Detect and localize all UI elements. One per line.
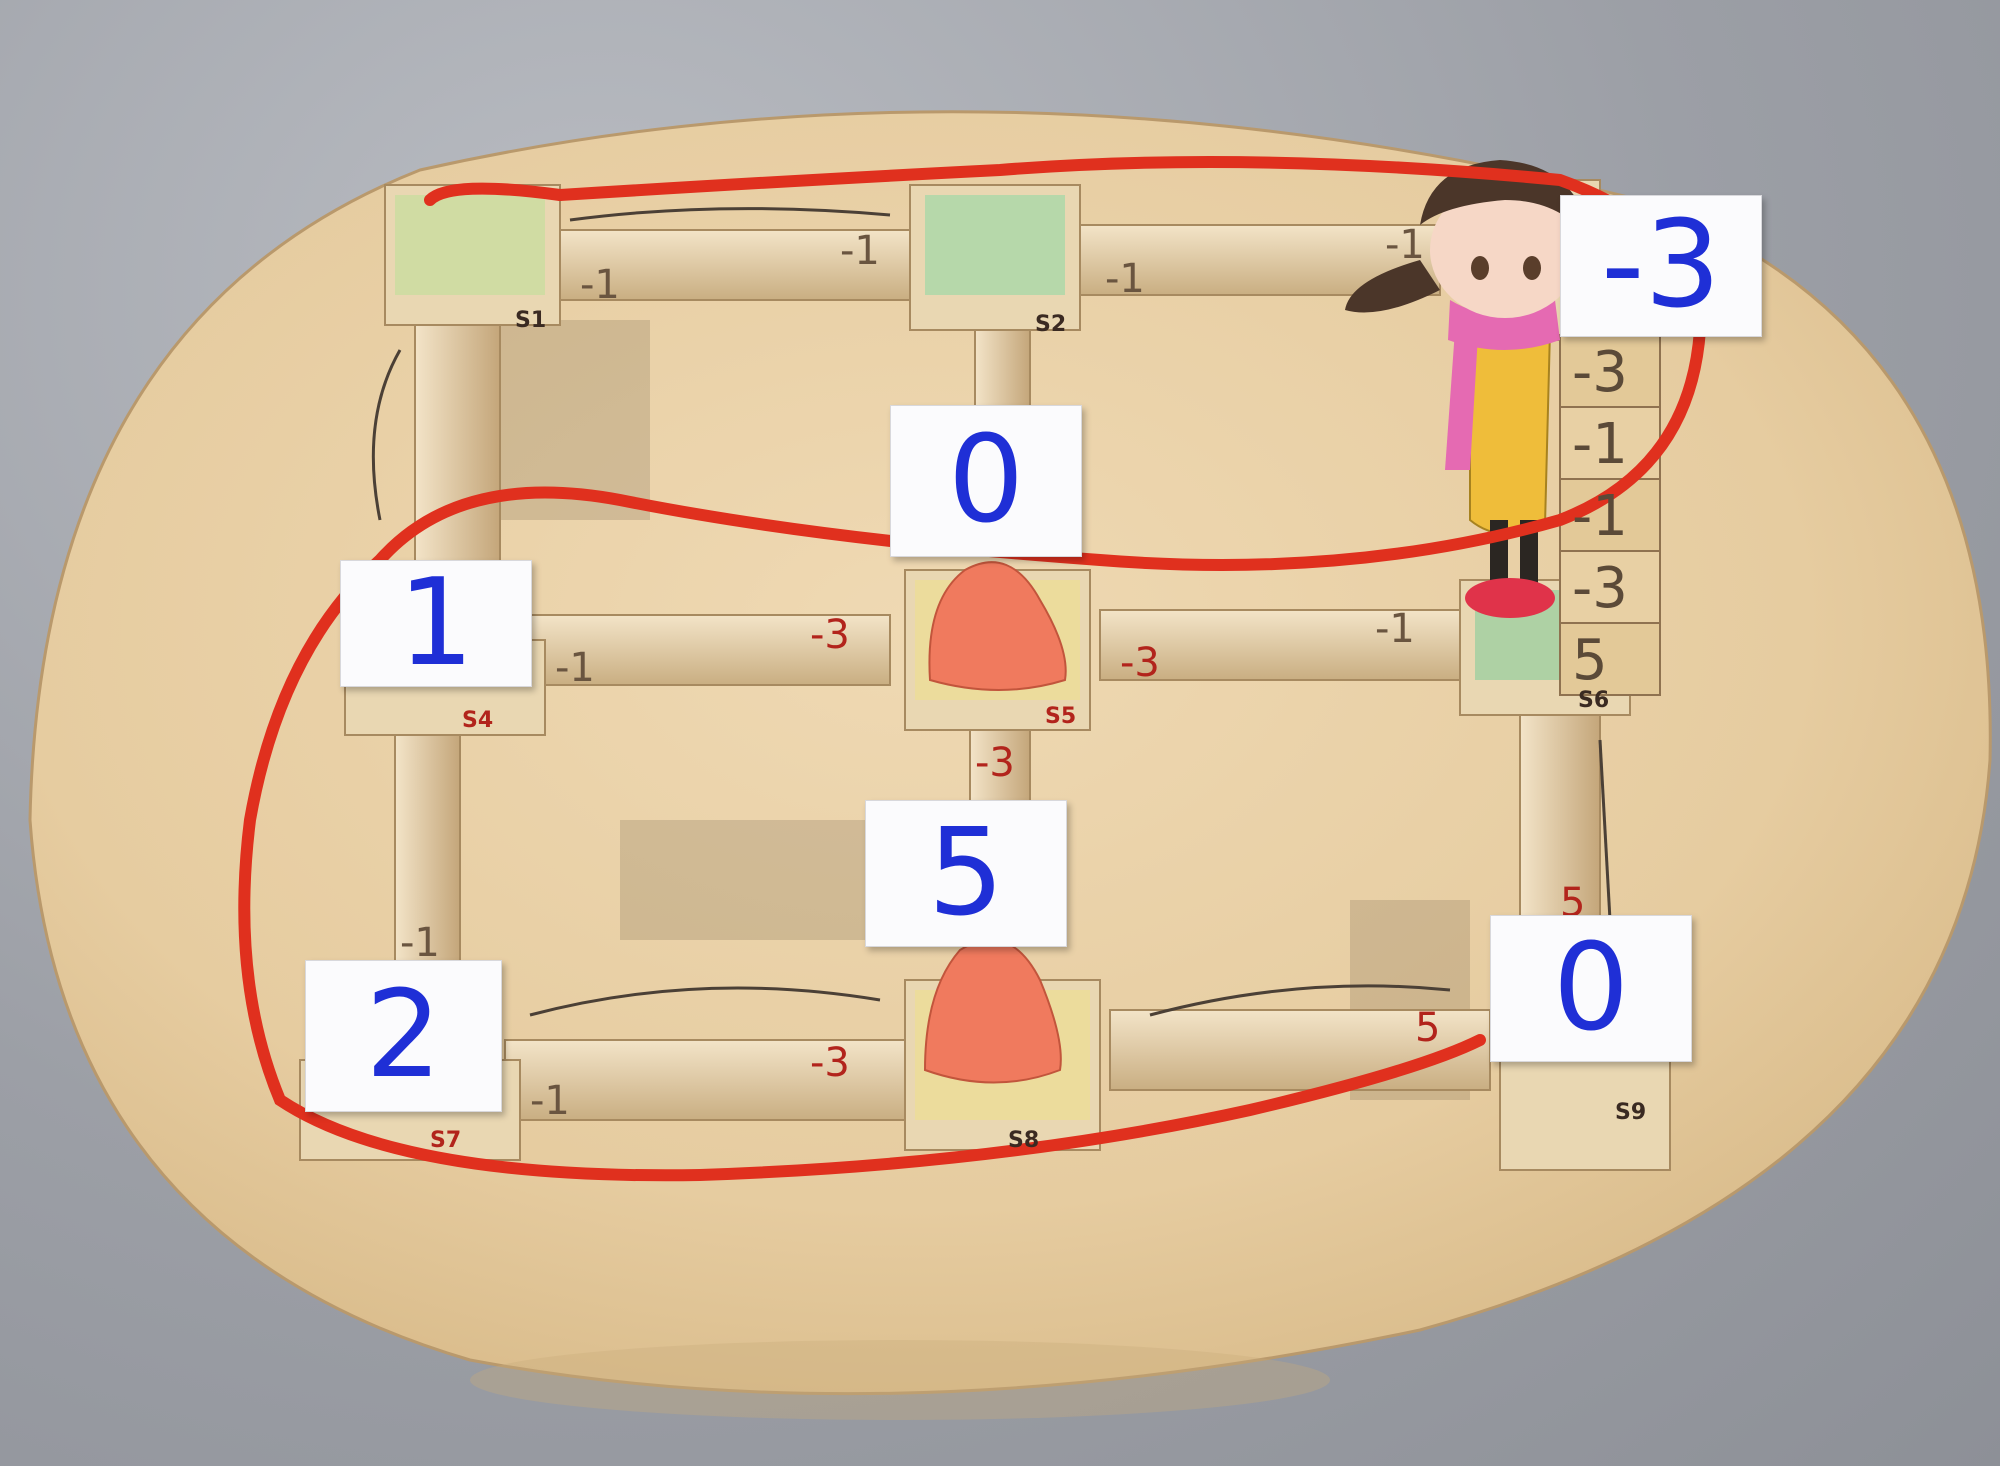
plank-value: -3 bbox=[975, 740, 1015, 786]
square-tag-s8: S8 bbox=[1008, 1128, 1040, 1153]
square-tag-s9: S9 bbox=[1615, 1100, 1647, 1125]
plank-value: -3 bbox=[810, 1040, 850, 1086]
stack-block-label: -3 bbox=[1572, 340, 1628, 405]
stack-block-label: -1 bbox=[1572, 412, 1628, 477]
plank-value: -1 bbox=[555, 645, 595, 691]
square-tag-s4: S4 bbox=[462, 708, 494, 733]
plank-value: -1 bbox=[840, 228, 880, 274]
plank-value: -1 bbox=[1105, 256, 1145, 302]
square-tag-s6: S6 bbox=[1578, 688, 1610, 713]
plank-value: -1 bbox=[1375, 606, 1415, 652]
square-tag-s1: S1 bbox=[515, 308, 547, 333]
number-card-top-right: -3 bbox=[1560, 195, 1762, 337]
number-card-bottom-left: 2 bbox=[305, 960, 502, 1112]
clay-cone-bottom bbox=[923, 939, 1062, 1084]
plank-value: -3 bbox=[1120, 640, 1160, 686]
stack-block-label: 5 bbox=[1572, 628, 1608, 693]
plank-value: -1 bbox=[530, 1078, 570, 1124]
plank-value: 5 bbox=[1415, 1005, 1441, 1051]
plank-value: -1 bbox=[580, 262, 620, 308]
red-string bbox=[238, 156, 1707, 1182]
stack-block-label: -1 bbox=[1572, 484, 1628, 549]
square-tag-s5: S5 bbox=[1045, 704, 1077, 729]
number-card-lower-center: 5 bbox=[865, 800, 1067, 947]
plank-value: -1 bbox=[400, 920, 440, 966]
girl-figurine bbox=[1345, 160, 1590, 618]
horizontal-planks bbox=[504, 224, 1491, 1121]
number-card-top-center: 0 bbox=[890, 405, 1082, 557]
plank-value: -1 bbox=[1385, 222, 1425, 268]
block-stack bbox=[1559, 334, 1661, 696]
square-tag-s7: S7 bbox=[430, 1128, 462, 1153]
stack-block-label: -3 bbox=[1572, 556, 1628, 621]
number-card-bottom-right: 0 bbox=[1490, 915, 1692, 1062]
clay-cone-center bbox=[928, 561, 1067, 691]
plank-value: -3 bbox=[810, 612, 850, 658]
square-tag-s2: S2 bbox=[1035, 312, 1067, 337]
number-card-middle-left: 1 bbox=[340, 560, 532, 687]
